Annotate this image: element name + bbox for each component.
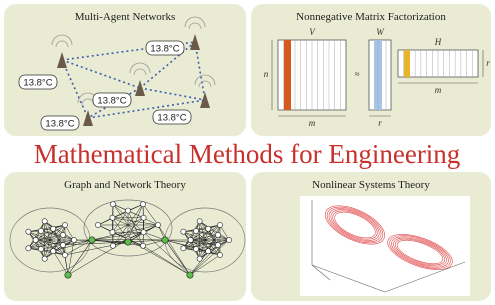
node — [110, 202, 115, 207]
node — [60, 242, 65, 247]
node — [110, 230, 115, 235]
node — [141, 230, 146, 235]
node — [110, 243, 115, 248]
node — [26, 246, 31, 251]
node — [51, 226, 56, 231]
matrix-label: n — [264, 69, 269, 79]
hub-node — [162, 237, 168, 243]
node — [217, 222, 222, 227]
node — [181, 246, 186, 251]
node — [110, 215, 115, 220]
node — [33, 237, 38, 242]
panel-title: Nonnegative Matrix Factorization — [296, 11, 446, 23]
sensor-label: 13.8°C — [45, 119, 74, 130]
node — [38, 246, 43, 251]
node — [71, 237, 76, 242]
hub-node — [187, 272, 193, 278]
matrix-label: m — [435, 85, 442, 95]
approx-sign: ≈ — [355, 69, 360, 79]
node — [62, 252, 67, 257]
node — [206, 249, 211, 254]
node — [215, 242, 220, 247]
node — [197, 256, 202, 261]
node — [125, 208, 130, 213]
node — [217, 252, 222, 257]
node — [226, 237, 231, 242]
node — [193, 246, 198, 251]
node — [193, 228, 198, 233]
plot-bg — [300, 196, 470, 296]
node — [206, 226, 211, 231]
hub-node — [125, 239, 131, 245]
matrix-label: r — [486, 58, 490, 68]
matrix-label: m — [309, 118, 316, 128]
node — [141, 215, 146, 220]
node — [215, 232, 220, 237]
sensor-label: 13.8°C — [150, 44, 179, 55]
hub-node — [89, 237, 95, 243]
node — [42, 219, 47, 224]
node — [38, 228, 43, 233]
node — [155, 222, 160, 227]
node — [140, 202, 145, 207]
node — [62, 222, 67, 227]
sensor-label: 13.8°C — [23, 78, 52, 89]
figure: Multi-Agent Networks Nonnegative Matrix … — [0, 0, 495, 305]
panel-title: Multi-Agent Networks — [75, 11, 176, 23]
main-title: Mathematical Methods for Engineering — [34, 139, 461, 169]
sensor-label: 13.8°C — [157, 113, 186, 124]
matrix-label: r — [378, 118, 382, 128]
node — [26, 229, 31, 234]
matrix-label: H — [434, 37, 442, 47]
node — [188, 237, 193, 242]
panel-bg — [4, 4, 246, 136]
hub-node — [65, 272, 71, 278]
panel-title: Graph and Network Theory — [64, 179, 186, 191]
node — [51, 249, 56, 254]
node — [181, 229, 186, 234]
panel-title: Nonlinear Systems Theory — [312, 179, 430, 191]
node — [60, 232, 65, 237]
node — [42, 256, 47, 261]
node — [197, 219, 202, 224]
sensor-label: 13.8°C — [97, 96, 126, 107]
node — [140, 243, 145, 248]
node — [95, 222, 100, 227]
